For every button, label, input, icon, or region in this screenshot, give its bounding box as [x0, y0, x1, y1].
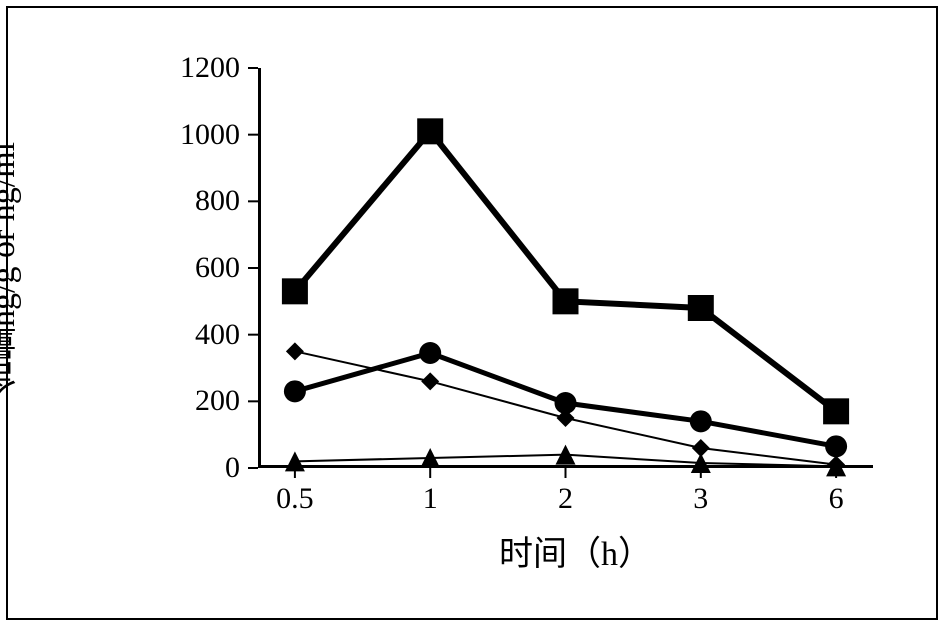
- x-tick-label: 0.5: [255, 482, 335, 516]
- series-marker: [688, 295, 714, 321]
- x-axis-title: 时间（h）: [446, 526, 706, 575]
- series-marker: [825, 435, 847, 457]
- series-marker: [419, 342, 441, 364]
- series-marker: [282, 278, 308, 304]
- y-tick-label: 600: [150, 251, 240, 285]
- chart-frame: 含量ng/g or ng/ml 时间（h） 020040060080010001…: [6, 6, 938, 620]
- x-tick-label: 3: [661, 482, 741, 516]
- y-tick-label: 1000: [150, 118, 240, 152]
- x-tick-label: 6: [796, 482, 876, 516]
- x-tick-label: 2: [526, 482, 606, 516]
- series-marker: [690, 410, 712, 432]
- series-marker: [417, 118, 443, 144]
- series-marker: [421, 372, 439, 390]
- y-tick-label: 200: [150, 384, 240, 418]
- series-marker: [286, 342, 304, 360]
- y-tick-label: 400: [150, 318, 240, 352]
- y-tick-label: 800: [150, 184, 240, 218]
- plot-area: [258, 68, 873, 468]
- series-marker: [823, 398, 849, 424]
- series-marker: [284, 380, 306, 402]
- y-axis-title: 含量ng/g or ng/ml: [0, 58, 28, 478]
- series-marker: [553, 288, 579, 314]
- series-marker: [555, 392, 577, 414]
- y-tick-label: 0: [150, 451, 240, 485]
- x-tick-label: 1: [390, 482, 470, 516]
- y-tick-label: 1200: [150, 51, 240, 85]
